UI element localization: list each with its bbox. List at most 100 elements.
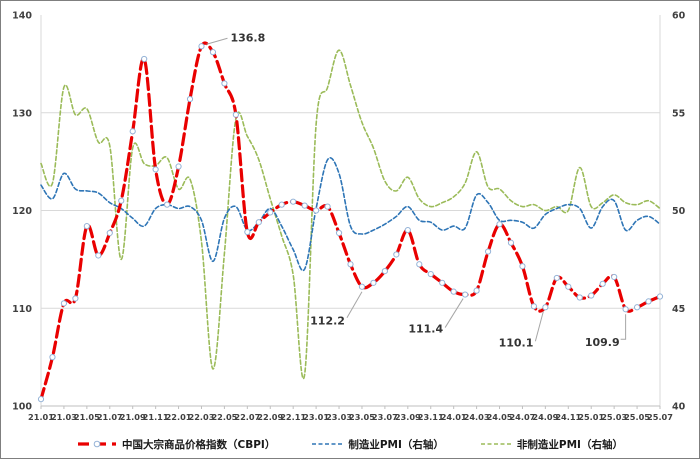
- x-tick-label: 21.09: [120, 412, 146, 422]
- cbpi-data-marker: [611, 273, 618, 281]
- x-tick-label: 23.07: [372, 412, 398, 422]
- annotation-value-label: 110.1: [499, 336, 534, 349]
- cbpi-data-marker: [232, 111, 239, 118]
- cbpi-data-marker: [313, 207, 320, 214]
- nonmfg-pmi-line-swatch: [480, 443, 511, 445]
- cbpi-data-marker: [519, 263, 526, 270]
- x-tick-label: 24.01: [441, 412, 467, 422]
- legend-item-mfg-pmi: 制造业PMI（右轴）: [311, 437, 444, 452]
- x-tick-label: 21.03: [51, 412, 77, 422]
- cbpi-data-marker: [542, 304, 549, 311]
- cbpi-data-marker: [95, 252, 102, 259]
- left-axis-label: 130: [12, 108, 32, 119]
- x-tick-label: 24.05: [487, 412, 513, 422]
- left-axis-label: 100: [12, 402, 32, 413]
- annotation-leader: [620, 314, 627, 340]
- right-axis-label: 45: [672, 304, 685, 315]
- cbpi-data-marker: [278, 201, 285, 208]
- x-tick-label: 24.03: [464, 412, 490, 422]
- cbpi-line-swatch: [78, 440, 117, 448]
- cbpi-data-marker: [324, 203, 331, 210]
- cbpi-data-marker: [462, 291, 469, 298]
- x-tick-label: 22.07: [234, 412, 260, 422]
- cbpi-data-marker: [633, 304, 641, 311]
- cbpi-data-marker: [72, 295, 79, 302]
- annotation-value-label: 112.2: [310, 315, 345, 328]
- cbpi-data-marker: [370, 279, 377, 286]
- right-axis-label: 40: [672, 402, 686, 413]
- x-tick-label: 22.09: [257, 412, 283, 422]
- right-axis-label: 55: [672, 108, 685, 119]
- x-tick-label: 25.05: [624, 412, 650, 422]
- annotation-value-label: 111.4: [408, 323, 443, 336]
- cbpi-data-marker: [335, 229, 343, 237]
- cbpi-data-marker: [290, 198, 297, 205]
- x-tick-label: 24.07: [509, 412, 535, 422]
- legend-label-nonmfg-pmi: 非制造业PMI（右轴）: [516, 438, 623, 451]
- x-tick-label: 21.07: [97, 412, 123, 422]
- cbpi-data-marker: [473, 287, 480, 294]
- x-tick-label: 23.01: [303, 412, 329, 422]
- x-tick-label: 21.11: [143, 412, 169, 422]
- right-axis-label: 60: [672, 11, 686, 22]
- nonmfg-pmi-line: [40, 49, 661, 380]
- annotation-leader: [534, 311, 544, 342]
- x-tick-label: 25.07: [647, 412, 673, 422]
- cbpi-data-marker: [450, 288, 457, 295]
- cbpi-data-marker: [416, 261, 423, 268]
- left-axis-label: 140: [12, 11, 32, 22]
- annotation-leader: [206, 37, 228, 45]
- cbpi-data-marker: [60, 300, 68, 307]
- cbpi-data-marker: [163, 201, 171, 208]
- cbpi-data-marker: [484, 248, 492, 255]
- cbpi-data-marker: [49, 354, 56, 361]
- x-tick-label: 22.05: [211, 412, 237, 422]
- x-tick-label: 23.03: [326, 412, 352, 422]
- cbpi-data-marker: [496, 221, 503, 228]
- chart-legend: 中国大宗商品价格指数（CBPI） 制造业PMI（右轴） 非制造业PMI（右轴）: [1, 432, 699, 456]
- x-tick-label: 22.01: [166, 412, 192, 422]
- cbpi-data-marker: [255, 219, 262, 226]
- left-axis-label: 110: [12, 304, 32, 315]
- cbpi-data-marker: [198, 43, 205, 50]
- legend-label-cbpi: 中国大宗商品价格指数（CBPI）: [122, 438, 276, 451]
- cbpi-data-marker: [83, 223, 90, 230]
- cbpi-data-marker: [656, 293, 664, 300]
- x-tick-label: 21.05: [74, 412, 100, 422]
- x-tick-label: 25.03: [601, 412, 627, 422]
- cbpi-data-marker: [209, 49, 217, 56]
- cbpi-data-marker: [553, 274, 560, 282]
- annotation-leader: [444, 298, 464, 328]
- cbpi-data-marker: [221, 80, 228, 87]
- cbpi-data-marker: [152, 166, 159, 173]
- cbpi-data-marker: [244, 228, 251, 236]
- x-tick-label: 22.03: [189, 412, 215, 422]
- cbpi-data-marker: [141, 55, 148, 63]
- cbpi-data-marker: [576, 294, 583, 301]
- cbpi-line: [39, 41, 662, 401]
- cbpi-data-marker: [118, 197, 125, 204]
- annotation-value-label: 109.9: [585, 336, 620, 349]
- cbpi-data-marker: [186, 95, 194, 103]
- annotation-value-label: 136.8: [230, 31, 265, 44]
- cbpi-data-marker: [175, 163, 182, 170]
- cbpi-data-marker: [301, 202, 308, 209]
- cbpi-data-marker: [507, 239, 515, 246]
- cbpi-data-marker: [530, 303, 538, 310]
- cbpi-data-marker: [129, 128, 136, 135]
- right-axis-label: 50: [672, 206, 686, 217]
- x-tick-label: 23.05: [349, 412, 375, 422]
- cbpi-data-marker: [427, 270, 434, 278]
- x-tick-label: 25.01: [578, 412, 604, 422]
- x-tick-label: 23.09: [395, 412, 421, 422]
- cbpi-data-marker: [381, 268, 388, 275]
- cbpi-data-marker: [588, 292, 595, 299]
- cbpi-data-marker: [645, 298, 652, 305]
- cbpi-data-marker: [358, 283, 366, 290]
- cbpi-data-marker: [393, 251, 400, 258]
- x-tick-label: 24.09: [532, 412, 558, 422]
- cbpi-data-marker: [404, 226, 411, 234]
- legend-label-mfg-pmi: 制造业PMI（右轴）: [348, 438, 444, 451]
